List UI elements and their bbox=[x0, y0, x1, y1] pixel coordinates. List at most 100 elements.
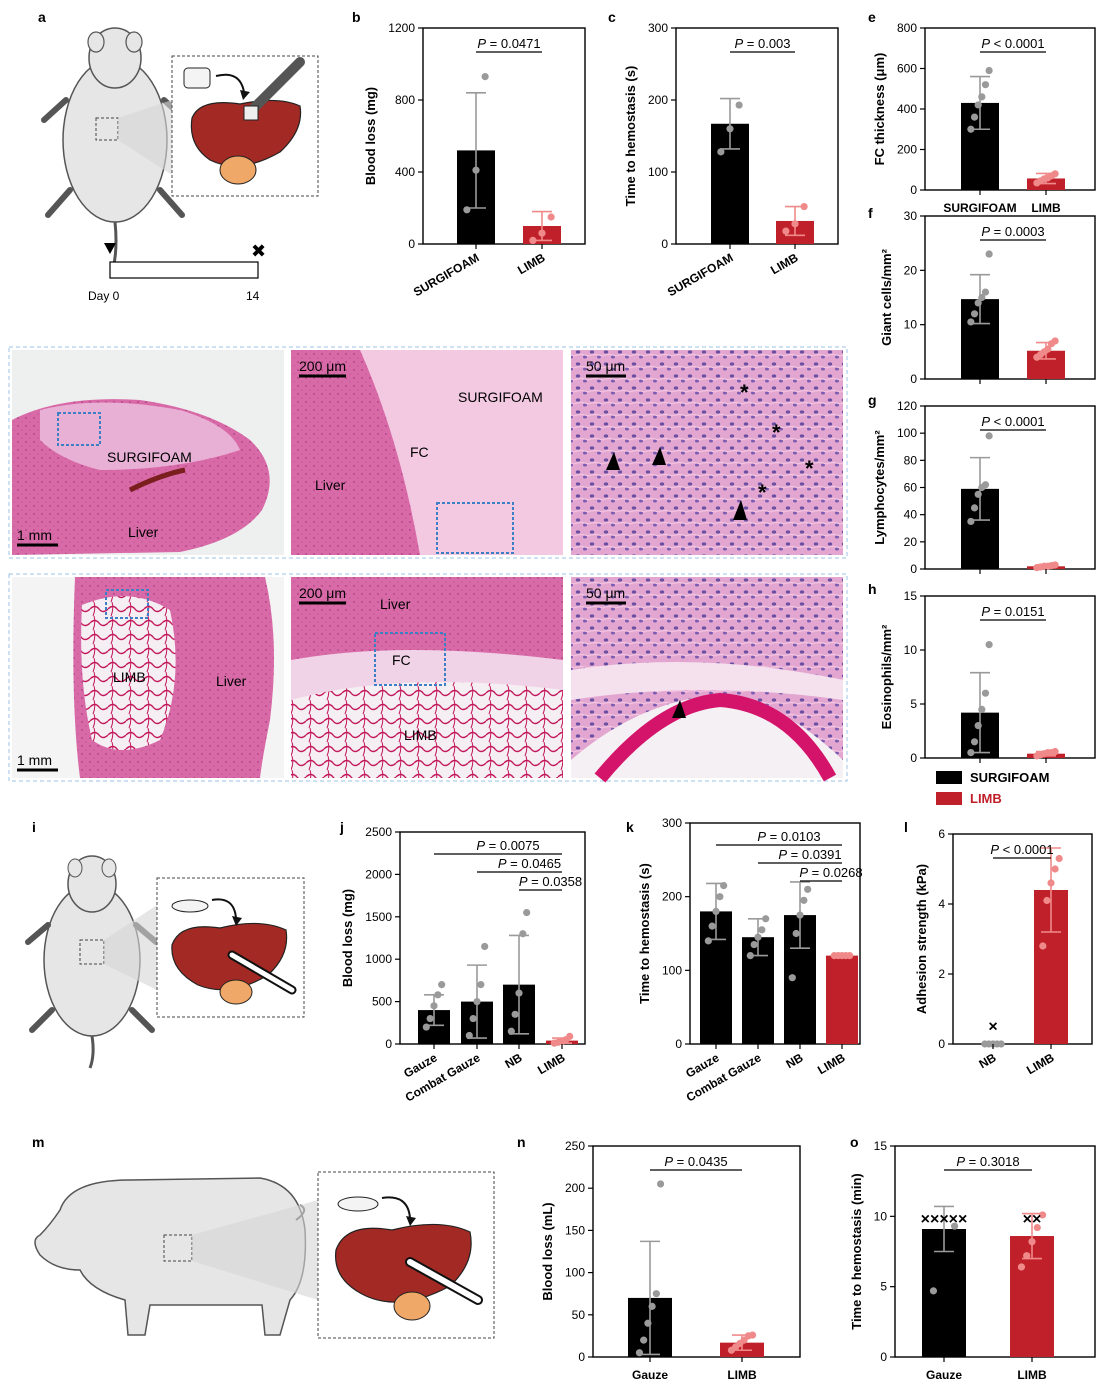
data-point bbox=[978, 705, 986, 714]
data-point bbox=[523, 908, 531, 917]
data-point bbox=[950, 1222, 959, 1230]
p-value: P = 0.0358 bbox=[519, 874, 582, 889]
y-tick-label: 2 bbox=[938, 967, 945, 981]
data-point bbox=[981, 689, 990, 697]
y-axis-label: Adhesion strength (kPa) bbox=[914, 864, 929, 1014]
x-tick-label: LIMB bbox=[727, 1368, 757, 1381]
histo-top-mid-scale: 200 μm bbox=[299, 358, 346, 374]
x-tick-label: SURGIFOAM bbox=[665, 250, 736, 299]
timeline-start: Day 0 bbox=[88, 289, 120, 303]
p-value: P = 0.0435 bbox=[664, 1154, 727, 1169]
panel-a: a ✖ Day 0 14 bbox=[38, 9, 319, 303]
data-point bbox=[970, 310, 979, 318]
data-point bbox=[422, 1023, 430, 1031]
data-point bbox=[481, 73, 489, 81]
data-point bbox=[473, 998, 481, 1006]
y-tick-label: 30 bbox=[904, 209, 918, 223]
histo-bottom-mid-scale: 200 μm bbox=[299, 585, 346, 601]
data-point bbox=[1044, 345, 1052, 353]
data-point bbox=[985, 432, 993, 440]
plot-frame bbox=[592, 1145, 801, 1358]
legend: SURGIFOAM LIMB bbox=[936, 770, 1049, 806]
y-tick-label: 80 bbox=[904, 453, 918, 467]
histo-bottom-zoom-scale: 50 μm bbox=[586, 585, 625, 601]
plot-frame bbox=[924, 595, 1096, 759]
y-tick-label: 800 bbox=[897, 21, 917, 35]
histo-top-scale: 1 mm bbox=[17, 527, 52, 543]
liver-inset-3 bbox=[317, 1171, 495, 1339]
y-tick-label: 5 bbox=[910, 697, 917, 711]
histo-top-mid-surgifoam: SURGIFOAM bbox=[458, 389, 543, 405]
timeline: ✖ Day 0 14 bbox=[88, 241, 266, 303]
p-value: P = 0.0003 bbox=[981, 224, 1044, 239]
y-tick-label: 15 bbox=[874, 1139, 888, 1153]
panel-label-b: b bbox=[352, 9, 361, 25]
histo-bottom-mid-liver: Liver bbox=[380, 596, 411, 612]
data-point bbox=[974, 722, 982, 730]
data-point bbox=[967, 318, 975, 326]
y-tick-label: 40 bbox=[904, 508, 918, 522]
data-point bbox=[717, 148, 725, 156]
data-point bbox=[970, 738, 979, 746]
y-tick-label: 2000 bbox=[365, 867, 392, 881]
y-tick-label: 15 bbox=[904, 589, 918, 603]
y-tick-label: 100 bbox=[897, 426, 917, 440]
x-tick-label: LIMB bbox=[1031, 201, 1061, 215]
data-point bbox=[748, 1331, 757, 1339]
data-point bbox=[750, 940, 758, 949]
y-tick-label: 1500 bbox=[365, 910, 392, 924]
y-tick-label: 200 bbox=[897, 143, 917, 157]
y-tick-label: 60 bbox=[904, 481, 918, 495]
data-point bbox=[708, 922, 716, 930]
p-value: P = 0.3018 bbox=[956, 1154, 1019, 1169]
data-point bbox=[1043, 896, 1051, 905]
panel-label-n: n bbox=[517, 1134, 526, 1150]
svg-text:*: * bbox=[758, 480, 767, 505]
p-value: P = 0.0103 bbox=[757, 829, 820, 844]
y-tick-label: 200 bbox=[648, 93, 668, 107]
data-point bbox=[648, 1302, 656, 1310]
data-point bbox=[746, 952, 754, 960]
histo-top-mid-liver: Liver bbox=[315, 477, 346, 493]
data-point bbox=[800, 202, 808, 211]
svg-text:*: * bbox=[805, 456, 814, 481]
data-point bbox=[515, 989, 523, 997]
data-point bbox=[974, 101, 982, 109]
panel-label-j: j bbox=[339, 819, 344, 835]
p-value: P = 0.003 bbox=[734, 36, 790, 51]
data-point bbox=[981, 81, 990, 89]
panel-label-k: k bbox=[626, 819, 634, 835]
x-tick-label: LIMB bbox=[1017, 1368, 1047, 1381]
data-point bbox=[1055, 854, 1063, 863]
data-point bbox=[477, 981, 485, 989]
panel-label-l: l bbox=[904, 819, 908, 835]
data-point bbox=[1033, 1223, 1041, 1232]
censor-marker: ×× bbox=[1023, 1211, 1042, 1228]
p-value: P = 0.0465 bbox=[498, 856, 561, 871]
plot-frame bbox=[675, 27, 839, 245]
bar bbox=[826, 955, 858, 1044]
histo-bottom-mid-fc: FC bbox=[392, 652, 411, 668]
histo-bottom-zoom: 50 μm bbox=[571, 577, 843, 783]
data-point bbox=[1051, 170, 1059, 178]
legend-label-limb: LIMB bbox=[970, 791, 1002, 806]
histo-top-mid: 200 μm SURGIFOAM FC Liver bbox=[291, 350, 563, 555]
legend-swatch-limb bbox=[936, 792, 962, 805]
p-value: P = 0.0391 bbox=[778, 847, 841, 862]
y-tick-label: 10 bbox=[904, 318, 918, 332]
panel-m: m bbox=[32, 1134, 495, 1339]
data-point bbox=[929, 1287, 938, 1295]
data-point bbox=[704, 937, 712, 945]
data-point bbox=[519, 930, 527, 938]
y-tick-label: 0 bbox=[938, 1037, 945, 1051]
data-point bbox=[754, 933, 762, 941]
y-tick-label: 300 bbox=[648, 21, 668, 35]
data-point bbox=[1023, 1252, 1031, 1260]
chart-f: 0 10 20 30 Giant cells/mm² P = 0.0003 bbox=[879, 209, 1096, 386]
x-tick-label: NB bbox=[502, 1050, 524, 1071]
panel-label-a: a bbox=[38, 9, 46, 25]
y-tick-label: 400 bbox=[395, 165, 415, 179]
data-point bbox=[792, 929, 800, 938]
x-tick-label: LIMB bbox=[535, 1050, 568, 1077]
